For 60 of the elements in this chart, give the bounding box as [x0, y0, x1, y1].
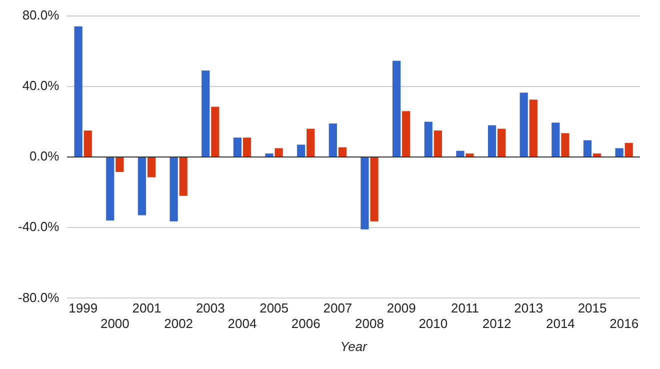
x-tick-label: 2010 — [418, 316, 448, 332]
x-tick-label: 2006 — [291, 316, 320, 332]
bar — [297, 144, 306, 156]
bar — [306, 128, 315, 156]
bar — [106, 158, 114, 221]
y-tick-label: -40.0% — [18, 219, 60, 234]
bar — [147, 158, 156, 178]
y-tick-label: 80.0% — [22, 7, 60, 22]
bar — [583, 140, 592, 156]
x-axis-title: Year — [340, 338, 368, 354]
x-tick-label: 2015 — [578, 300, 607, 316]
bar — [520, 92, 528, 156]
bar — [592, 153, 602, 156]
bar — [370, 158, 378, 222]
bar — [265, 153, 274, 156]
bar — [211, 106, 220, 156]
bar — [466, 153, 474, 156]
x-tick-label: 2014 — [546, 316, 575, 332]
bar — [488, 125, 496, 156]
bar — [202, 70, 210, 156]
bar — [456, 150, 464, 156]
bar — [360, 158, 369, 230]
bar — [74, 26, 82, 156]
bar — [529, 100, 538, 156]
bar — [498, 128, 506, 156]
bar — [424, 122, 432, 156]
x-tick-label: 2008 — [355, 316, 384, 332]
bar — [561, 133, 570, 156]
bar — [116, 158, 124, 172]
x-tick-label: 2001 — [132, 300, 162, 316]
x-tick-label: 2013 — [514, 300, 544, 316]
bar — [392, 60, 401, 156]
bar — [179, 158, 188, 196]
x-tick-label: 2002 — [164, 316, 194, 332]
x-tick-label: 2000 — [100, 316, 130, 332]
y-tick-label: -80.0% — [18, 290, 60, 305]
bar — [624, 142, 633, 156]
bar — [328, 123, 337, 156]
x-tick-label: 2016 — [610, 316, 639, 332]
x-tick-label: 1999 — [68, 300, 98, 316]
x-tick-label: 2009 — [386, 300, 416, 316]
bar — [434, 130, 442, 156]
bar — [242, 138, 252, 156]
bar — [84, 130, 92, 156]
x-tick-label: 2005 — [260, 300, 288, 316]
bar — [402, 111, 410, 156]
bar — [615, 148, 624, 156]
bar — [274, 148, 283, 156]
bar — [138, 158, 146, 216]
y-tick-label: 0.0% — [30, 148, 60, 164]
bar — [552, 122, 560, 156]
x-tick-label: 2003 — [196, 300, 225, 316]
x-tick-label: 2011 — [450, 300, 479, 316]
x-tick-label: 2012 — [482, 316, 512, 332]
bar — [338, 147, 347, 156]
y-tick-label: 40.0% — [22, 78, 60, 93]
x-tick-label: 2007 — [323, 300, 352, 316]
x-tick-label: 2004 — [228, 316, 257, 332]
bar — [170, 158, 178, 222]
bar — [233, 138, 242, 156]
